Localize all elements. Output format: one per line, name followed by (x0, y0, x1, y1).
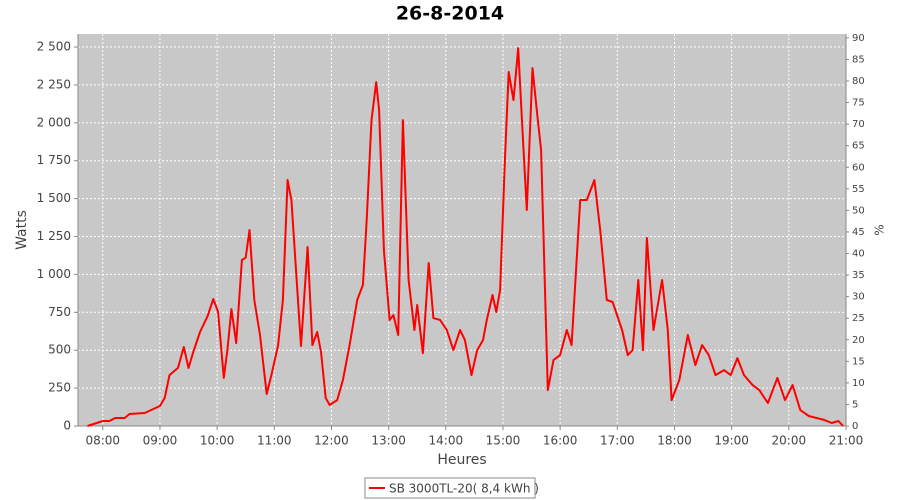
x-tick-label: 19:00 (714, 434, 749, 448)
y2-tick-label: 40 (852, 249, 865, 260)
y2-tick-label: 90 (852, 33, 865, 44)
y2-tick-label: 0 (852, 421, 858, 432)
x-tick-label: 14:00 (429, 434, 464, 448)
y2-tick-label: 25 (852, 313, 865, 324)
y2-tick-label: 60 (852, 162, 865, 173)
x-tick-label: 15:00 (486, 434, 521, 448)
x-tick-label: 17:00 (600, 434, 635, 448)
chart-title: 26-8-2014 (396, 3, 504, 25)
y2-tick-label: 45 (852, 227, 865, 238)
y-tick-label: 1 000 (37, 267, 71, 281)
y-tick-label: 1 750 (37, 153, 71, 167)
y2-tick-label: 50 (852, 205, 865, 216)
y-tick-label: 2 000 (37, 115, 71, 129)
y2-tick-label: 75 (852, 98, 865, 109)
y2-tick-label: 5 (852, 399, 858, 410)
x-axis-label: Heures (437, 452, 486, 468)
y-axis-label: Watts (14, 210, 30, 250)
y-tick-label: 1 500 (37, 191, 71, 205)
y2-tick-label: 10 (852, 378, 865, 389)
y2-tick-label: 30 (852, 292, 865, 303)
x-tick-label: 09:00 (143, 434, 178, 448)
x-tick-label: 12:00 (314, 434, 349, 448)
y2-tick-label: 80 (852, 76, 865, 87)
x-tick-label: 08:00 (85, 434, 120, 448)
plot-area (78, 34, 846, 426)
legend (364, 477, 536, 499)
y2-axis-label: % (873, 224, 887, 235)
y-tick-label: 0 (63, 419, 71, 433)
y-tick-label: 2 500 (37, 40, 71, 54)
x-tick-label: 11:00 (257, 434, 292, 448)
y2-tick-label: 15 (852, 356, 865, 367)
x-tick-label: 13:00 (371, 434, 406, 448)
x-tick-label: 18:00 (657, 434, 692, 448)
x-tick-label: 20:00 (772, 434, 807, 448)
y2-tick-label: 55 (852, 184, 865, 195)
y-tick-label: 750 (48, 305, 71, 319)
y2-tick-label: 35 (852, 270, 865, 281)
x-tick-label: 10:00 (200, 434, 235, 448)
x-tick-label: 16:00 (543, 434, 578, 448)
y2-tick-label: 65 (852, 141, 865, 152)
y-tick-label: 500 (48, 343, 71, 357)
y2-tick-label: 20 (852, 335, 865, 346)
y2-tick-label: 85 (852, 54, 865, 65)
y2-tick-label: 70 (852, 119, 865, 130)
y-tick-label: 1 250 (37, 229, 71, 243)
y-tick-label: 250 (48, 381, 71, 395)
line-series (87, 47, 844, 427)
legend-label: SB 3000TL-20( 8,4 kWh ) (389, 482, 539, 496)
x-tick-label: 21:00 (829, 434, 864, 448)
y-tick-label: 2 250 (37, 77, 71, 91)
